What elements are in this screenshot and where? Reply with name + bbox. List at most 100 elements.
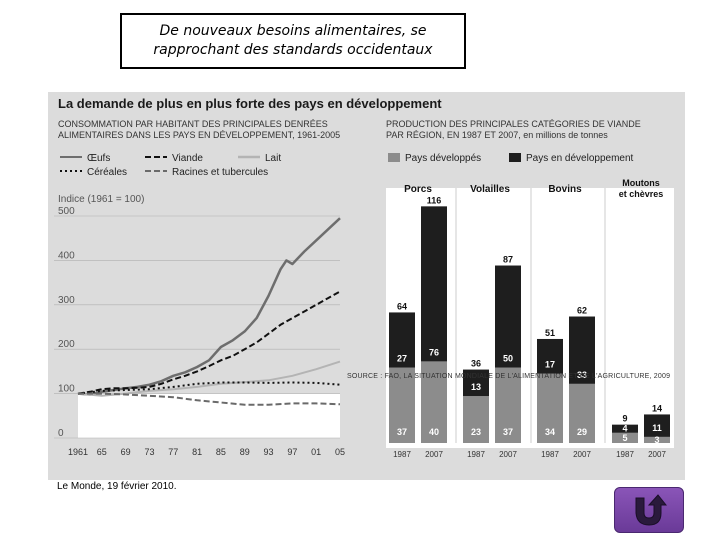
- line-chart-white-band: [78, 393, 340, 438]
- bar-developing: [495, 265, 521, 368]
- group-name-line-1: Moutons: [622, 178, 660, 188]
- bar-developed: [537, 373, 563, 443]
- bar-developed-label: 37: [503, 427, 513, 437]
- bar-total-label: 62: [577, 306, 587, 316]
- bar-developing: [644, 414, 670, 437]
- legend-label-cereales: Céréales: [87, 167, 127, 178]
- group-name: Porcs: [404, 184, 432, 195]
- slide-title: De nouveaux besoins alimentaires, se rap…: [120, 13, 466, 69]
- bar-year-label: 1987: [393, 450, 411, 459]
- x-tick-label: 65: [97, 447, 107, 457]
- bar-developing-label: 17: [545, 360, 555, 370]
- bar-total-label: 36: [471, 359, 481, 369]
- bar-year-label: 2007: [648, 450, 666, 459]
- credit-text: Le Monde, 19 février 2010.: [57, 481, 177, 492]
- bar-year-label: 2007: [499, 450, 517, 459]
- y-tick-label: 200: [58, 339, 75, 350]
- bar-developing-label: 13: [471, 382, 481, 392]
- right-subtitle-line-2: PAR RÉGION, EN 1987 ET 2007, en millions…: [386, 130, 608, 140]
- bar-developing: [569, 316, 595, 384]
- bar-developed: [463, 396, 489, 443]
- bar-developed-label: 34: [545, 427, 555, 437]
- bar-developed-label: 3: [654, 435, 659, 445]
- bar-developing-label: 11: [652, 423, 662, 433]
- bar-developed: [495, 367, 521, 443]
- group-name: Volailles: [470, 184, 510, 195]
- x-tick-label: 01: [311, 447, 321, 457]
- bar-developed: [421, 361, 447, 443]
- left-subtitle-line-2: ALIMENTAIRES DANS LES PAYS EN DÉVELOPPEM…: [58, 130, 341, 140]
- legend-label-oeufs: Œufs: [87, 153, 110, 164]
- y-tick-label: 400: [58, 250, 75, 261]
- x-tick-label: 73: [144, 447, 154, 457]
- bar-total-label: 51: [545, 328, 555, 338]
- figure-title: La demande de plus en plus forte des pay…: [58, 96, 442, 111]
- series-line-racines: [78, 392, 341, 406]
- bar-developing-label: 50: [503, 354, 513, 364]
- x-tick-label: 97: [287, 447, 297, 457]
- bar-developed-label: 23: [471, 427, 481, 437]
- left-chart-subtitle: CONSOMMATION PAR HABITANT DES PRINCIPALE…: [58, 119, 340, 141]
- bar-developing-label: 27: [397, 354, 407, 364]
- bar-developing: [389, 312, 415, 368]
- index-label: Indice (1961 = 100): [58, 194, 144, 205]
- series-line-lait: [77, 360, 341, 397]
- bar-developing: [537, 338, 563, 374]
- legend-label-lait: Lait: [265, 153, 281, 164]
- bar-developed: [389, 367, 415, 443]
- bar-developed: [569, 383, 595, 443]
- bar-developed-label: 37: [397, 427, 407, 437]
- legend-label-developing: Pays en développement: [526, 153, 634, 164]
- bar-developing-label: 4: [622, 424, 627, 434]
- bar-developed-label: 29: [577, 427, 587, 437]
- x-tick-label: 85: [216, 447, 226, 457]
- bar-developing: [463, 369, 489, 397]
- series-line-cereales: [77, 381, 341, 395]
- legend-label-developed: Pays développés: [405, 153, 481, 164]
- bar-developing: [612, 424, 638, 433]
- x-tick-label: 05: [335, 447, 345, 457]
- x-tick-label: 89: [240, 447, 250, 457]
- series-line-oeufs: [77, 217, 341, 396]
- slide-title-line-1: De nouveaux besoins alimentaires, se: [159, 23, 427, 39]
- figure-source: SOURCE : FAO, LA SITUATION MONDIALE DE L…: [347, 373, 671, 380]
- x-tick-label: 1961: [68, 447, 88, 457]
- y-tick-label: 500: [58, 206, 75, 217]
- legend-label-racines: Racines et tubercules: [172, 167, 268, 178]
- x-tick-label: 77: [168, 447, 178, 457]
- bar-total-label: 9: [622, 414, 627, 424]
- right-subtitle-line-1: PRODUCTION DES PRINCIPALES CATÉGORIES DE…: [386, 119, 641, 129]
- y-tick-label: 0: [58, 428, 64, 439]
- bar-total-label: 14: [652, 403, 662, 413]
- slide-title-line-2: rapprochant des standards occidentaux: [153, 42, 433, 58]
- x-tick-label: 93: [264, 447, 274, 457]
- x-tick-label: 69: [121, 447, 131, 457]
- y-tick-label: 300: [58, 295, 75, 306]
- series-line-viande: [77, 290, 341, 395]
- bar-developed: [612, 432, 638, 443]
- bar-developed-label: 40: [429, 427, 439, 437]
- bar-developing-label: 33: [577, 370, 587, 380]
- bar-year-label: 2007: [425, 450, 443, 459]
- legend-swatch-developing: [509, 153, 521, 162]
- right-chart-subtitle: PRODUCTION DES PRINCIPALES CATÉGORIES DE…: [386, 119, 641, 141]
- left-subtitle-line-1: CONSOMMATION PAR HABITANT DES PRINCIPALE…: [58, 119, 328, 129]
- bar-total-label: 116: [427, 195, 442, 205]
- bar-year-label: 2007: [573, 450, 591, 459]
- legend-swatch-developed: [388, 153, 400, 162]
- bar-developing-label: 76: [429, 347, 439, 357]
- x-tick-label: 81: [192, 447, 202, 457]
- group-name: Bovins: [548, 184, 582, 195]
- return-button[interactable]: [614, 487, 684, 533]
- bar-year-label: 1987: [616, 450, 634, 459]
- bar-developed-label: 5: [622, 433, 627, 443]
- u-turn-return-icon: [635, 494, 667, 526]
- y-tick-label: 100: [58, 384, 75, 395]
- bar-year-label: 1987: [541, 450, 559, 459]
- bar-year-label: 1987: [467, 450, 485, 459]
- bar-developed: [644, 436, 670, 443]
- legend-label-viande: Viande: [172, 153, 203, 164]
- bar-developing: [421, 206, 447, 362]
- bar-total-label: 64: [397, 301, 407, 311]
